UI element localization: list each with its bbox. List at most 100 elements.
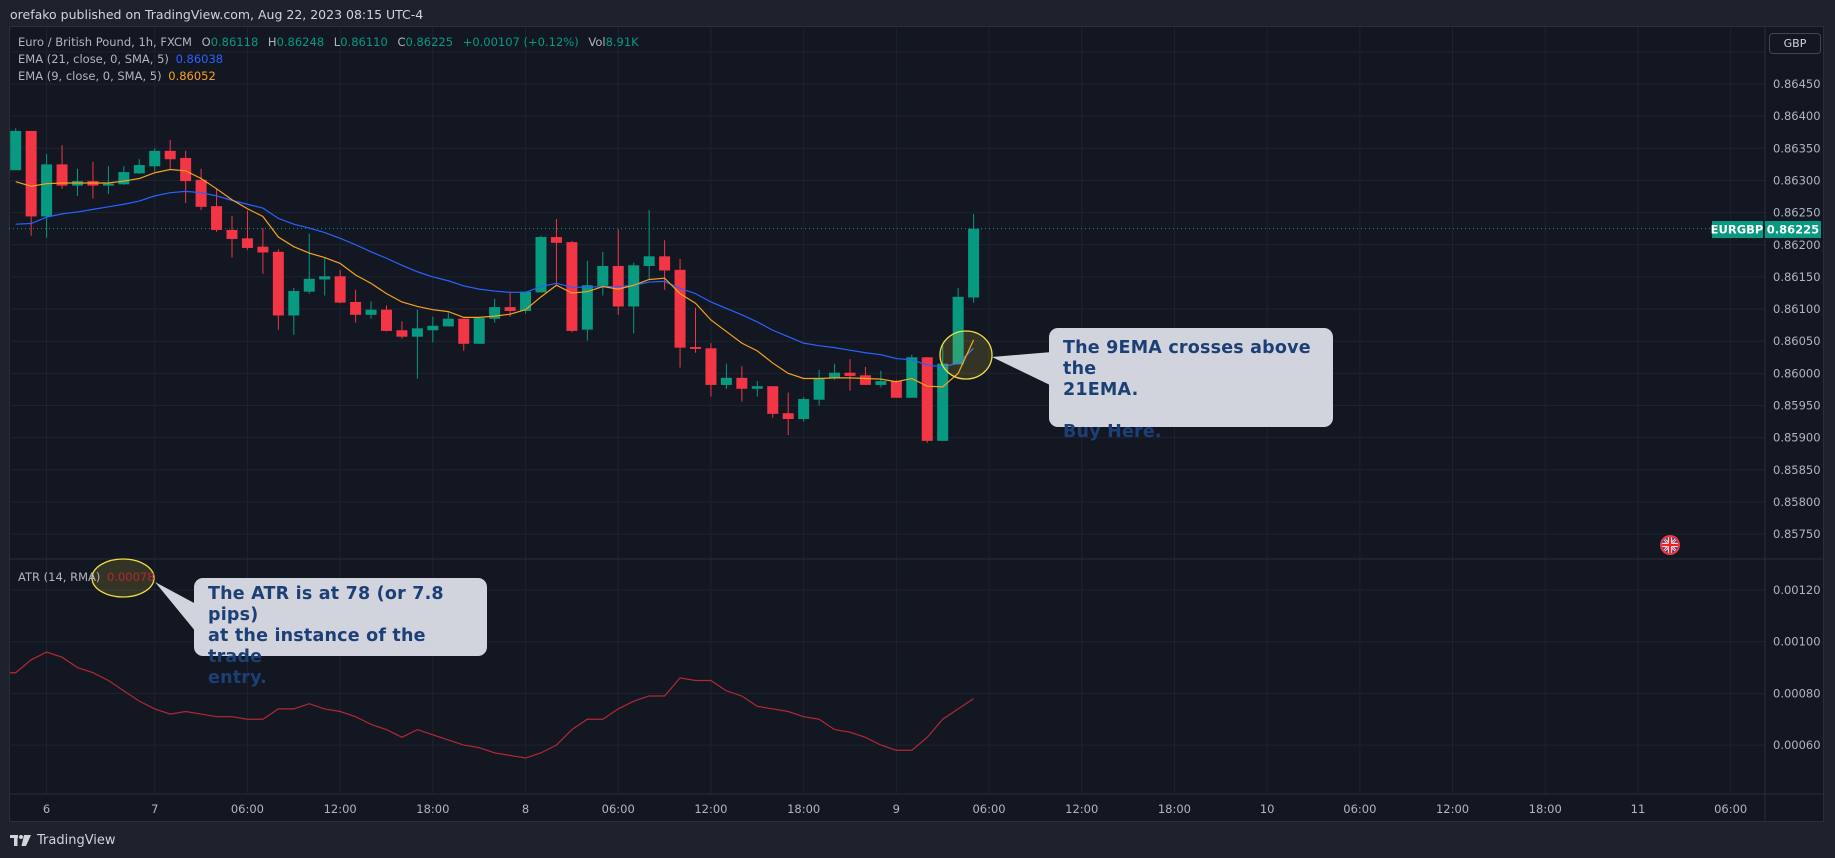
candle[interactable] bbox=[319, 258, 331, 296]
candle[interactable] bbox=[149, 148, 161, 172]
high-value: 0.86248 bbox=[276, 35, 325, 49]
time-tick-label: 11 bbox=[1631, 802, 1646, 816]
time-tick-label: 12:00 bbox=[324, 802, 357, 816]
time-tick-label: 9 bbox=[893, 802, 900, 816]
price-tick-label: 0.86250 bbox=[1773, 206, 1821, 220]
candle[interactable] bbox=[56, 145, 68, 189]
candle-body bbox=[844, 372, 856, 376]
atr-series-line[interactable] bbox=[10, 651, 974, 759]
candle[interactable] bbox=[365, 301, 377, 319]
candle[interactable] bbox=[751, 381, 763, 397]
candle[interactable] bbox=[643, 210, 655, 279]
candle[interactable] bbox=[844, 359, 856, 391]
time-tick-label: 12:00 bbox=[1436, 802, 1469, 816]
candle[interactable] bbox=[798, 397, 810, 422]
candle[interactable] bbox=[396, 321, 408, 339]
candle-body bbox=[381, 309, 392, 331]
currency-button[interactable]: GBP bbox=[1769, 33, 1821, 54]
candle[interactable] bbox=[473, 317, 485, 344]
candle[interactable] bbox=[288, 287, 300, 335]
candle-body bbox=[890, 381, 902, 398]
candle[interactable] bbox=[952, 287, 964, 365]
candle[interactable] bbox=[767, 386, 779, 418]
candle-body bbox=[690, 346, 701, 349]
candle[interactable] bbox=[133, 159, 145, 175]
candle[interactable] bbox=[829, 363, 841, 380]
candle[interactable] bbox=[164, 139, 176, 169]
price-tick-label: 0.86000 bbox=[1773, 366, 1821, 380]
candle[interactable] bbox=[10, 128, 22, 171]
candle[interactable] bbox=[720, 363, 732, 389]
candle[interactable] bbox=[195, 168, 207, 211]
candle-body bbox=[597, 265, 609, 286]
candle-body bbox=[211, 206, 223, 230]
candle[interactable] bbox=[937, 345, 949, 441]
candle[interactable] bbox=[118, 166, 130, 185]
candle[interactable] bbox=[25, 130, 37, 236]
candle[interactable] bbox=[180, 150, 192, 203]
candle[interactable] bbox=[890, 379, 902, 398]
candle-body bbox=[442, 318, 454, 327]
ema9-line[interactable] bbox=[15, 168, 975, 388]
ema9-legend[interactable]: EMA (9, close, 0, SMA, 5) 0.86052 bbox=[18, 69, 216, 83]
candle[interactable] bbox=[581, 260, 593, 341]
time-tick-label: 18:00 bbox=[787, 802, 820, 816]
candle-body bbox=[782, 413, 794, 420]
candle[interactable] bbox=[102, 166, 114, 194]
candle[interactable] bbox=[628, 262, 640, 334]
candle[interactable] bbox=[859, 366, 871, 385]
candle[interactable] bbox=[257, 228, 269, 274]
candle[interactable] bbox=[705, 343, 717, 397]
candle[interactable] bbox=[813, 370, 825, 406]
candle[interactable] bbox=[550, 219, 562, 285]
time-tick-label: 18:00 bbox=[1529, 802, 1562, 816]
candle[interactable] bbox=[921, 357, 933, 443]
candle[interactable] bbox=[411, 309, 423, 379]
ema-cross-callout[interactable]: The 9EMA crosses above the 21EMA. Buy He… bbox=[1049, 328, 1333, 442]
candle-body bbox=[350, 301, 362, 315]
candle[interactable] bbox=[612, 229, 624, 315]
candle[interactable] bbox=[489, 298, 501, 323]
candle[interactable] bbox=[690, 307, 701, 353]
price-tick-label: 0.85750 bbox=[1773, 527, 1821, 541]
atr-tick-label: 0.00100 bbox=[1773, 635, 1821, 649]
candle[interactable] bbox=[303, 233, 315, 294]
chart-frame[interactable] bbox=[9, 26, 1824, 822]
candle[interactable] bbox=[597, 251, 609, 296]
candle[interactable] bbox=[72, 168, 83, 196]
uk-flag-icon[interactable] bbox=[1660, 535, 1680, 555]
candle[interactable] bbox=[504, 291, 516, 317]
time-tick-label: 06:00 bbox=[972, 802, 1005, 816]
candle[interactable] bbox=[334, 269, 346, 304]
candle[interactable] bbox=[381, 305, 392, 332]
low-label: L bbox=[333, 35, 341, 49]
change-value: +0.00107 (+0.12%) bbox=[462, 35, 579, 49]
candle[interactable] bbox=[442, 312, 454, 327]
atr-value-highlight[interactable] bbox=[91, 558, 155, 598]
candle[interactable] bbox=[272, 249, 284, 330]
candle[interactable] bbox=[782, 392, 794, 436]
candle[interactable] bbox=[350, 289, 362, 323]
candle[interactable] bbox=[906, 354, 918, 398]
candle[interactable] bbox=[241, 210, 253, 250]
candle[interactable] bbox=[427, 316, 439, 343]
ema21-line[interactable] bbox=[15, 190, 975, 368]
atr-line bbox=[10, 651, 974, 759]
candle[interactable] bbox=[226, 215, 238, 258]
candle[interactable] bbox=[674, 258, 686, 368]
ema-cross-highlight[interactable] bbox=[939, 330, 993, 380]
symbol-legend[interactable]: Euro / British Pound, 1h, FXCM O0.86118 … bbox=[18, 35, 639, 49]
candle[interactable] bbox=[535, 235, 547, 293]
candle-body bbox=[504, 307, 516, 311]
ema21-legend[interactable]: EMA (21, close, 0, SMA, 5) 0.86038 bbox=[18, 52, 223, 66]
atr-legend[interactable]: ATR (14, RMA) 0.00078 bbox=[18, 570, 155, 584]
candle[interactable] bbox=[458, 318, 470, 351]
time-tick-label: 12:00 bbox=[1065, 802, 1098, 816]
candle[interactable] bbox=[736, 366, 748, 402]
atr-callout[interactable]: The ATR is at 78 (or 7.8 pips) at the in… bbox=[194, 578, 487, 688]
footer-logo[interactable]: TradingView bbox=[10, 833, 116, 848]
candle[interactable] bbox=[566, 240, 578, 333]
candle[interactable] bbox=[968, 213, 980, 303]
candle[interactable] bbox=[41, 154, 53, 238]
